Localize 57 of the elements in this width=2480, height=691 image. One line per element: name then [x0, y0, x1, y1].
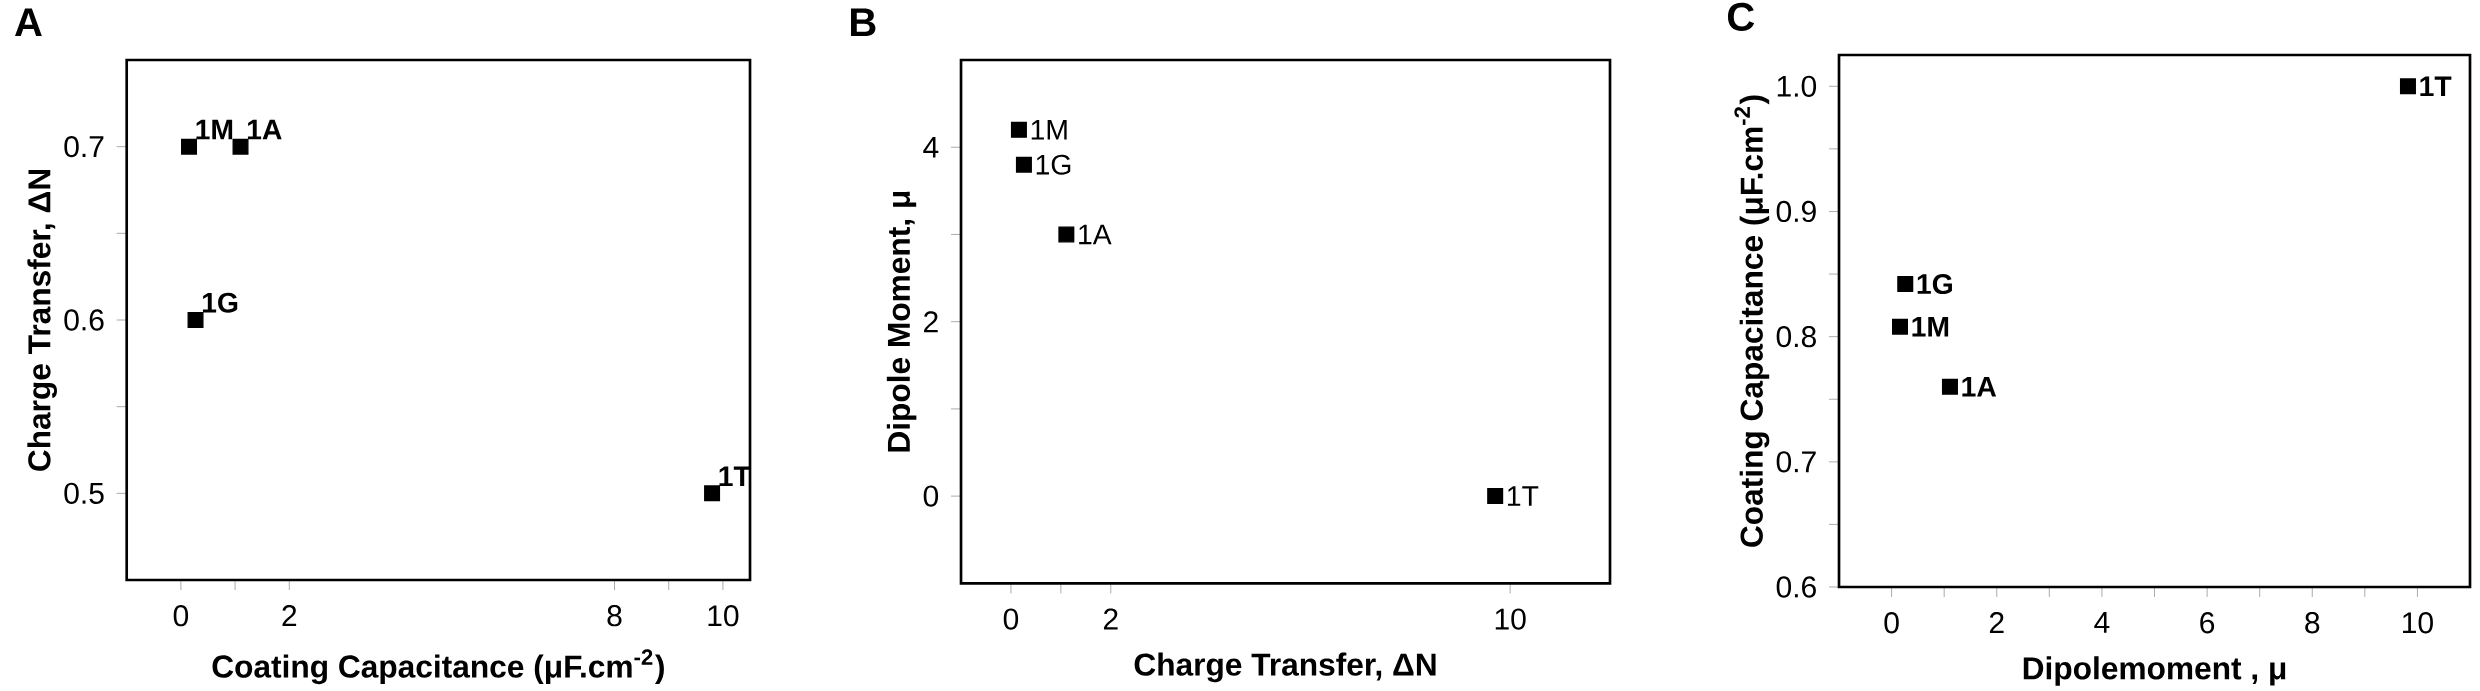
annotation: 1M	[1031, 120, 1067, 140]
y-axis-title: Coating Capacitance (μF.cm$^{-2}$)	[1734, 95, 1770, 547]
x-tick-label: 0	[1003, 608, 1019, 630]
y-tick-label: 0.5	[64, 482, 104, 504]
annotation: 1G	[202, 292, 238, 313]
annotation: 1M	[196, 119, 233, 140]
annotation: 1G	[1917, 274, 1952, 295]
x-tick-label: 0	[173, 605, 189, 627]
annotation: 1A	[247, 119, 282, 140]
point	[1010, 121, 1027, 138]
x-tick-label: 2	[1989, 612, 2004, 634]
y-tick-label: 0.9	[1776, 200, 1816, 223]
point	[704, 485, 721, 502]
chart-title: A	[15, 8, 42, 37]
y-axis-title: Charge Transfer, ΔN	[27, 169, 57, 471]
annotation: 1A	[1079, 224, 1112, 245]
y-tick-label: 0.6	[64, 309, 104, 331]
point	[2399, 78, 2416, 95]
x-tick-label: 8	[607, 605, 622, 627]
point	[1015, 156, 1032, 173]
y-tick-label: 0.7	[64, 136, 104, 158]
y-tick-label: 0.8	[1776, 326, 1816, 348]
annotation: 1A	[1962, 376, 1997, 397]
x-tick-label: 10	[708, 605, 739, 627]
x-tick-label: 4	[2094, 612, 2110, 633]
y-axis-title: Dipole Moment, μ	[886, 191, 917, 452]
annotation: 1T	[719, 466, 751, 487]
point	[187, 312, 204, 329]
y-tick-label: 0	[923, 485, 939, 507]
x-axis-title: Dipolemoment , μ	[2023, 656, 2286, 686]
point	[1058, 226, 1075, 243]
annotation: 1M	[1912, 316, 1949, 337]
x-axis-title: Coating Capacitance (μF.cm$^{-2}$)	[212, 649, 664, 685]
x-tick-label: 2	[1103, 608, 1118, 630]
y-tick-label: 0.7	[1776, 451, 1816, 473]
point	[232, 138, 249, 155]
point	[181, 138, 198, 155]
y-tick-label: 2	[924, 311, 938, 333]
x-tick-label: 8	[2305, 612, 2320, 634]
x-tick-label: 10	[1495, 608, 1526, 630]
y-tick-label: 4	[923, 136, 939, 158]
chart-title: C	[1727, 2, 1755, 31]
y-tick-label: 1.0	[1777, 75, 1817, 97]
annotation: 1G	[1036, 154, 1071, 175]
y-tick-label: 0.6	[1776, 576, 1816, 598]
x-tick-label: 0	[1884, 612, 1899, 634]
annotation: 1T	[2420, 76, 2452, 97]
x-axis-title: Charge Transfer, ΔN	[1134, 652, 1436, 683]
chart-title: B	[851, 8, 876, 37]
x-tick-label: 10	[2403, 612, 2433, 634]
point	[1892, 318, 1908, 335]
point	[1941, 378, 1958, 395]
point	[1897, 276, 1914, 293]
x-tick-label: 2	[282, 605, 297, 627]
annotation: 1T	[1507, 486, 1539, 506]
x-tick-label: 6	[2200, 612, 2215, 634]
point	[1487, 488, 1504, 505]
